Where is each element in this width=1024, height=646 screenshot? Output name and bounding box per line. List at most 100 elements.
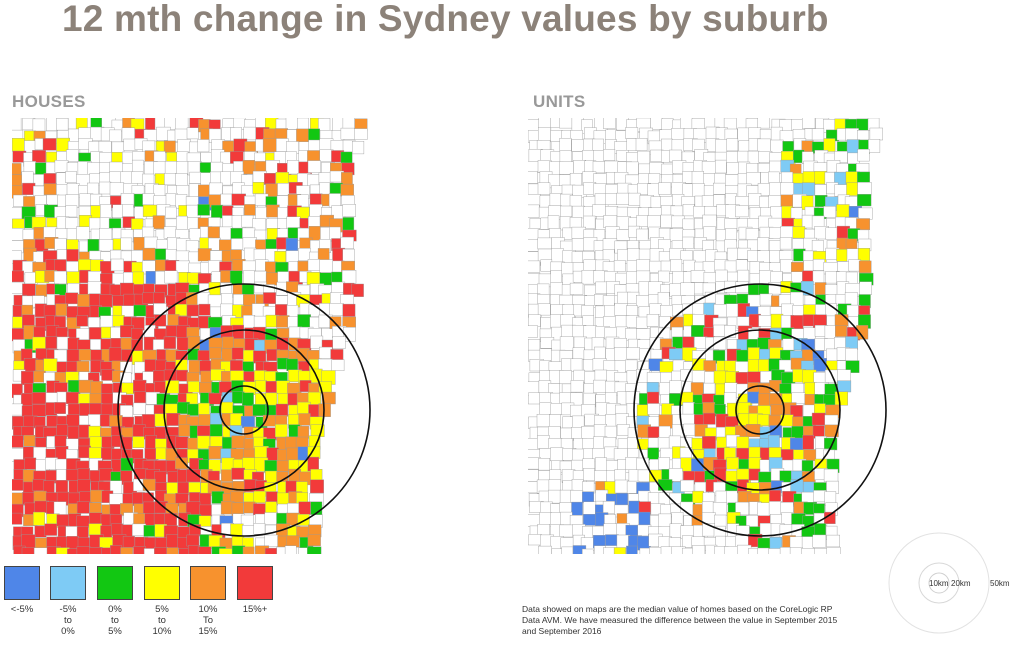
suburb-region	[659, 361, 674, 374]
suburb-region	[650, 118, 663, 130]
suburb-region	[286, 358, 298, 372]
suburb-region	[570, 380, 584, 393]
legend-label: 10% To 15%	[198, 604, 218, 637]
suburb-region	[791, 392, 806, 405]
suburb-region	[690, 324, 705, 339]
distance-scale-key: 10km 20km 50km	[884, 530, 1024, 640]
suburb-region	[142, 193, 155, 206]
scale-label-10km: 10km	[929, 579, 949, 588]
suburb-region	[539, 402, 552, 415]
suburb-region	[144, 359, 157, 372]
suburb-region	[253, 326, 266, 341]
suburb-region	[296, 128, 310, 143]
suburb-region	[528, 260, 541, 273]
suburb-region	[702, 402, 716, 414]
suburb-region	[142, 204, 157, 217]
suburb-region	[790, 291, 804, 306]
suburb-region	[616, 424, 630, 436]
suburb-region	[154, 248, 167, 262]
suburb-region	[658, 425, 671, 438]
suburb-region	[812, 270, 825, 285]
suburb-region	[680, 282, 695, 297]
suburb-region	[669, 228, 684, 242]
suburb-region	[33, 511, 45, 526]
suburb-region	[187, 381, 200, 393]
legend-swatch	[4, 566, 40, 600]
legend: <-5% -5% to 0% 0% to 5% 5% to 10% 10% To 15% 15%…	[4, 566, 284, 646]
suburb-region	[660, 138, 673, 152]
suburb-region	[551, 548, 564, 554]
suburb-region	[824, 424, 839, 438]
suburb-region	[559, 161, 574, 175]
suburb-region	[174, 303, 188, 316]
suburb-region	[725, 193, 737, 207]
scale-label-50km: 50km	[990, 579, 1010, 588]
houses-map	[12, 118, 384, 554]
suburb-region	[55, 303, 68, 316]
suburb-region	[592, 204, 606, 217]
suburb-region	[12, 118, 22, 132]
suburb-region	[868, 139, 881, 153]
suburb-region	[319, 346, 333, 359]
suburb-region	[210, 204, 224, 219]
suburb-region	[614, 479, 629, 494]
suburb-region	[592, 161, 606, 174]
suburb-region	[133, 402, 147, 415]
suburb-region	[66, 183, 80, 196]
suburb-region	[560, 205, 573, 219]
suburb-region	[528, 469, 539, 482]
suburb-region	[241, 392, 254, 407]
suburb-region	[310, 479, 324, 494]
suburb-region	[856, 325, 869, 340]
distance-ring	[633, 283, 887, 537]
suburb-region	[76, 546, 91, 554]
suburb-region	[669, 149, 682, 163]
suburb-region	[625, 457, 638, 470]
suburb-region	[274, 251, 287, 264]
suburb-region	[569, 173, 582, 186]
suburb-region	[154, 471, 167, 485]
suburb-region	[614, 303, 628, 316]
suburb-region	[209, 347, 222, 359]
suburb-region	[647, 403, 660, 415]
suburb-region	[46, 194, 60, 207]
suburb-region	[647, 447, 659, 461]
suburb-region	[680, 479, 695, 492]
suburb-region	[253, 523, 266, 535]
suburb-region	[132, 271, 145, 286]
suburb-region	[101, 547, 115, 554]
suburb-region	[559, 118, 573, 129]
suburb-region	[108, 347, 122, 362]
distance-ring	[735, 385, 785, 435]
suburb-region	[197, 139, 210, 153]
suburb-region	[220, 303, 234, 317]
suburb-region	[284, 545, 297, 554]
suburb-region	[88, 414, 102, 427]
suburb-region	[176, 215, 188, 230]
suburb-region	[571, 479, 584, 492]
suburb-region	[738, 458, 751, 471]
suburb-region	[319, 259, 334, 273]
suburb-region	[229, 270, 243, 285]
suburb-region	[54, 160, 69, 173]
suburb-region	[65, 205, 78, 218]
suburb-region	[551, 248, 564, 263]
page-title: 12 mth change in Sydney values by suburb	[62, 0, 829, 39]
suburb-region	[835, 325, 848, 337]
suburb-region	[98, 227, 113, 242]
suburb-region	[298, 248, 311, 262]
suburb-region	[207, 316, 223, 330]
suburb-region	[801, 548, 816, 554]
suburb-region	[208, 446, 223, 460]
suburb-region	[616, 229, 630, 241]
suburb-region	[164, 173, 177, 186]
suburb-region	[657, 479, 673, 491]
suburb-region	[264, 547, 278, 554]
suburb-region	[55, 480, 68, 494]
suburb-region	[635, 316, 648, 329]
suburb-region	[298, 413, 311, 426]
suburb-region	[133, 379, 147, 394]
suburb-region	[310, 335, 324, 349]
suburb-region	[614, 346, 629, 361]
suburb-region	[735, 372, 749, 385]
